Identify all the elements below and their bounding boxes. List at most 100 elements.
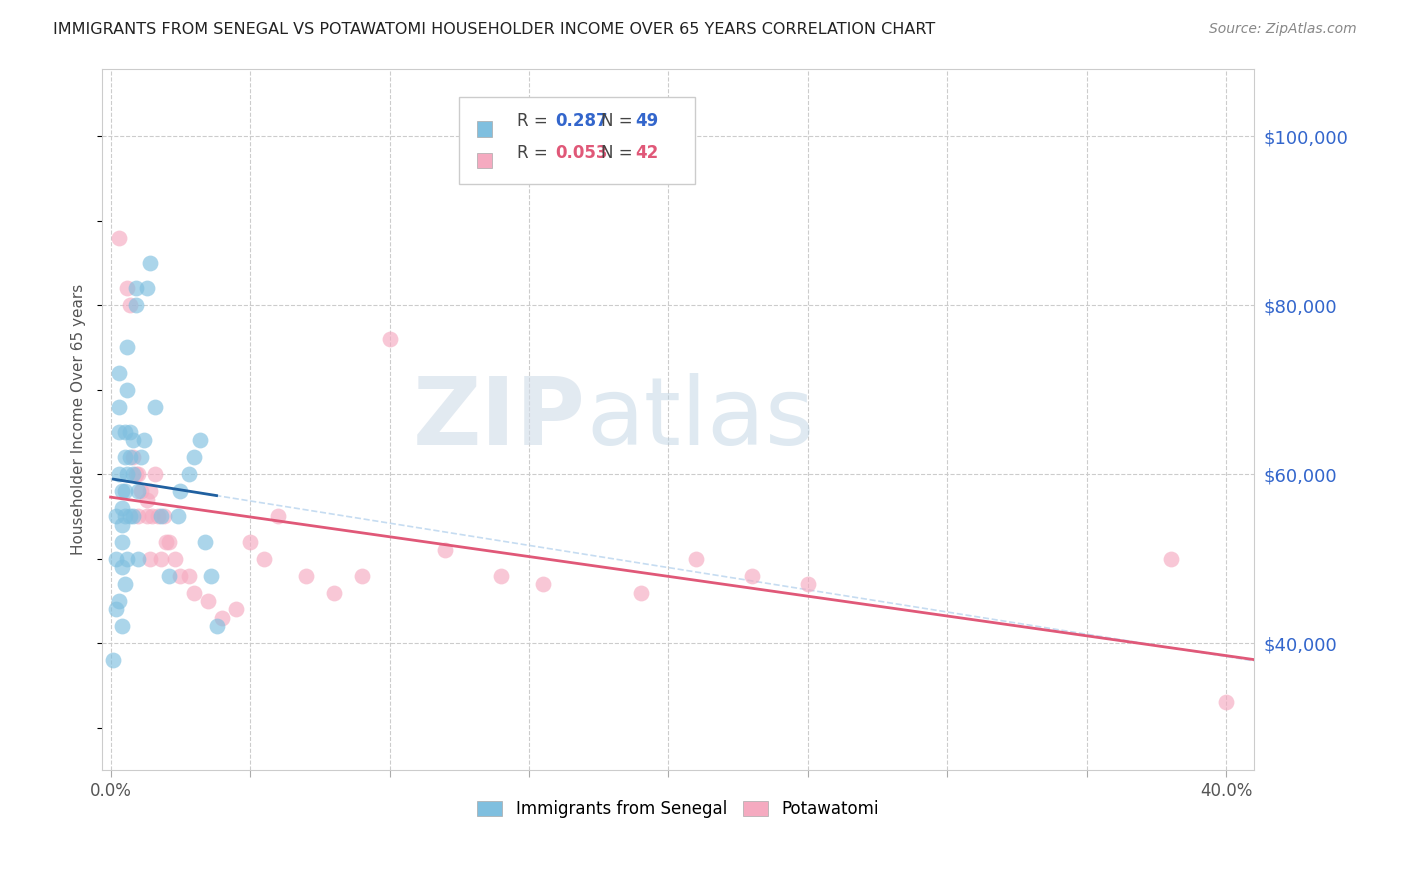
Point bbox=[103, 653, 125, 667]
Point bbox=[146, 509, 169, 524]
Point bbox=[152, 509, 174, 524]
Point bbox=[157, 568, 180, 582]
Point bbox=[149, 509, 172, 524]
Point bbox=[797, 577, 820, 591]
Point bbox=[117, 383, 139, 397]
Point bbox=[141, 509, 163, 524]
Point bbox=[211, 611, 233, 625]
Text: N =: N = bbox=[600, 112, 638, 130]
Point bbox=[114, 425, 136, 439]
Point bbox=[239, 534, 262, 549]
Point bbox=[127, 509, 149, 524]
Point bbox=[143, 400, 166, 414]
Bar bbox=[477, 153, 492, 168]
Point bbox=[177, 568, 200, 582]
Text: Source: ZipAtlas.com: Source: ZipAtlas.com bbox=[1209, 22, 1357, 37]
Point bbox=[630, 585, 652, 599]
Point bbox=[127, 467, 149, 482]
Point bbox=[108, 230, 131, 244]
Point bbox=[138, 484, 160, 499]
Point bbox=[135, 509, 157, 524]
Point bbox=[125, 298, 148, 312]
Point bbox=[114, 509, 136, 524]
Point bbox=[205, 619, 228, 633]
Point bbox=[114, 577, 136, 591]
Point bbox=[108, 400, 131, 414]
Point bbox=[117, 467, 139, 482]
Point bbox=[135, 281, 157, 295]
Point bbox=[120, 509, 142, 524]
Point bbox=[531, 577, 554, 591]
Point bbox=[295, 568, 318, 582]
Y-axis label: Householder Income Over 65 years: Householder Income Over 65 years bbox=[72, 284, 86, 555]
Point bbox=[120, 298, 142, 312]
Point bbox=[197, 594, 219, 608]
Point bbox=[105, 551, 128, 566]
Text: R =: R = bbox=[517, 144, 553, 161]
Point bbox=[350, 568, 373, 582]
Text: 0.287: 0.287 bbox=[555, 112, 607, 130]
Point bbox=[122, 467, 145, 482]
Point bbox=[122, 450, 145, 465]
Point bbox=[489, 568, 512, 582]
Point bbox=[108, 594, 131, 608]
Point bbox=[166, 509, 188, 524]
Point bbox=[434, 543, 457, 558]
Point bbox=[105, 602, 128, 616]
Point bbox=[114, 450, 136, 465]
Point bbox=[253, 551, 276, 566]
Point bbox=[157, 534, 180, 549]
Point bbox=[125, 281, 148, 295]
Point bbox=[108, 425, 131, 439]
Point bbox=[225, 602, 247, 616]
Point bbox=[114, 484, 136, 499]
Legend: Immigrants from Senegal, Potawatomi: Immigrants from Senegal, Potawatomi bbox=[471, 794, 886, 825]
Point bbox=[183, 450, 205, 465]
Text: atlas: atlas bbox=[586, 373, 814, 466]
Point bbox=[122, 509, 145, 524]
Point bbox=[120, 425, 142, 439]
Point bbox=[125, 467, 148, 482]
Point bbox=[111, 501, 134, 516]
Text: 0.053: 0.053 bbox=[555, 144, 607, 161]
Point bbox=[200, 568, 222, 582]
Point bbox=[111, 534, 134, 549]
Point bbox=[111, 560, 134, 574]
Point bbox=[138, 551, 160, 566]
Point bbox=[132, 434, 155, 448]
Point bbox=[105, 509, 128, 524]
Point bbox=[120, 450, 142, 465]
Point bbox=[127, 484, 149, 499]
Point bbox=[163, 551, 186, 566]
Point bbox=[111, 517, 134, 532]
Text: IMMIGRANTS FROM SENEGAL VS POTAWATOMI HOUSEHOLDER INCOME OVER 65 YEARS CORRELATI: IMMIGRANTS FROM SENEGAL VS POTAWATOMI HO… bbox=[53, 22, 935, 37]
Point bbox=[127, 551, 149, 566]
Point bbox=[129, 450, 152, 465]
Point bbox=[111, 619, 134, 633]
Point bbox=[322, 585, 344, 599]
Point bbox=[188, 434, 211, 448]
Point bbox=[685, 551, 707, 566]
Point bbox=[108, 467, 131, 482]
Point bbox=[135, 492, 157, 507]
Point bbox=[108, 366, 131, 380]
Point bbox=[117, 551, 139, 566]
Point bbox=[1160, 551, 1182, 566]
Point bbox=[267, 509, 290, 524]
Point bbox=[117, 281, 139, 295]
Point bbox=[169, 568, 191, 582]
Point bbox=[194, 534, 217, 549]
Point bbox=[1215, 695, 1237, 709]
Text: 49: 49 bbox=[636, 112, 659, 130]
Point bbox=[122, 434, 145, 448]
Point bbox=[155, 534, 177, 549]
Point bbox=[111, 484, 134, 499]
Point bbox=[149, 551, 172, 566]
Point bbox=[177, 467, 200, 482]
Point bbox=[129, 484, 152, 499]
Point bbox=[183, 585, 205, 599]
Point bbox=[378, 332, 401, 346]
Point bbox=[138, 256, 160, 270]
Point bbox=[117, 340, 139, 354]
Point bbox=[169, 484, 191, 499]
